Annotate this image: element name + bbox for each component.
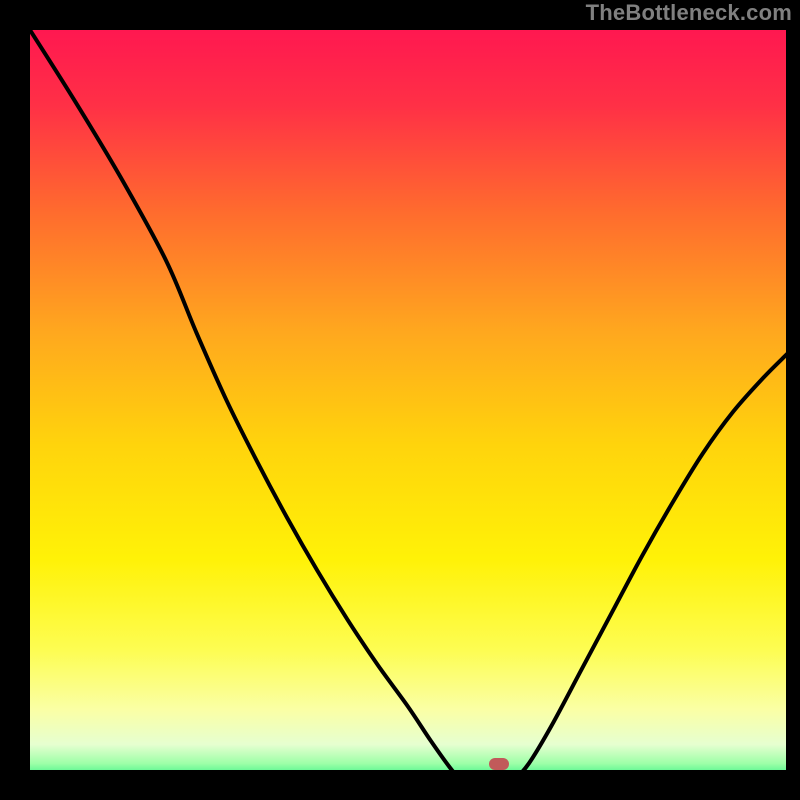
optimal-point-marker (489, 758, 509, 770)
watermark-label: TheBottleneck.com (586, 0, 792, 26)
bottleneck-curve (30, 30, 786, 786)
frame-left (0, 0, 30, 800)
frame-right (786, 0, 800, 800)
frame-bottom (0, 770, 800, 800)
plot-area (30, 30, 786, 770)
chart-container: TheBottleneck.com (0, 0, 800, 800)
